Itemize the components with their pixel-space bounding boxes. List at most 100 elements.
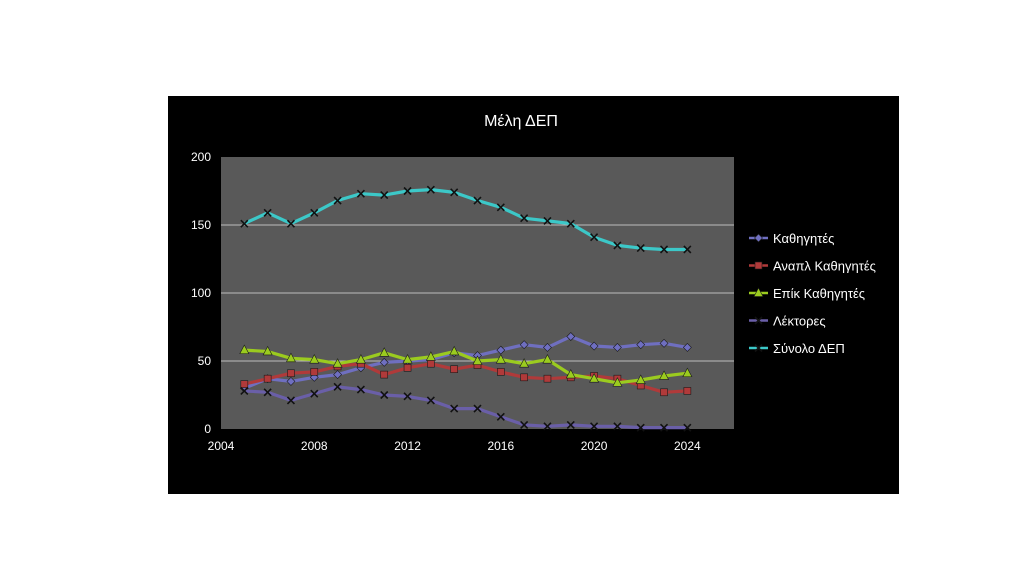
y-tick-label: 100 bbox=[191, 286, 211, 300]
data-point bbox=[333, 382, 342, 391]
data-point bbox=[403, 363, 412, 372]
data-point bbox=[286, 396, 296, 405]
data-point bbox=[519, 358, 530, 368]
data-point bbox=[380, 370, 389, 379]
data-point bbox=[754, 343, 763, 353]
data-point bbox=[379, 347, 390, 357]
data-point bbox=[612, 342, 622, 352]
y-tick-label: 150 bbox=[191, 218, 211, 232]
legend: Καθηγητές Αναπλ Καθηγητές Επίκ Καθηγητές Λέ… bbox=[749, 231, 876, 356]
series-5 bbox=[240, 185, 692, 254]
data-point bbox=[754, 233, 763, 243]
data-point bbox=[427, 359, 435, 368]
data-point bbox=[240, 380, 249, 388]
data-point bbox=[613, 241, 622, 250]
data-point bbox=[565, 368, 576, 379]
data-point bbox=[402, 353, 413, 364]
data-point bbox=[380, 390, 389, 400]
y-tick-label: 200 bbox=[191, 150, 211, 164]
data-point bbox=[636, 340, 646, 350]
data-point bbox=[590, 233, 599, 242]
x-tick-label: 2012 bbox=[394, 439, 421, 453]
data-point bbox=[403, 392, 412, 401]
data-point bbox=[356, 189, 365, 198]
data-point bbox=[240, 386, 249, 395]
legend-item: Σύνολο ΔΕΠ bbox=[749, 341, 845, 356]
series-line bbox=[244, 385, 688, 430]
data-point bbox=[660, 388, 668, 397]
data-point bbox=[753, 287, 764, 297]
data-point bbox=[473, 404, 482, 413]
data-point bbox=[659, 338, 669, 348]
data-point bbox=[263, 388, 272, 397]
legend-label: Καθηγητές bbox=[773, 231, 834, 246]
data-point bbox=[659, 245, 669, 254]
data-point bbox=[682, 367, 693, 378]
data-point bbox=[472, 355, 483, 365]
data-point bbox=[635, 374, 646, 384]
data-point bbox=[589, 341, 599, 351]
legend-label: Λέκτορες bbox=[773, 314, 826, 329]
data-point bbox=[450, 365, 458, 373]
data-point bbox=[356, 385, 365, 394]
data-point bbox=[379, 357, 389, 367]
data-point bbox=[286, 219, 296, 228]
data-point bbox=[683, 423, 692, 432]
chart-title: Μέλη ΔΕΠ bbox=[484, 113, 558, 130]
line-chart: Μέλη ΔΕΠ 0 50 100 150 200 2004 2008 2012 2016 202… bbox=[191, 113, 876, 453]
data-point bbox=[543, 216, 552, 225]
x-tick-label: 2024 bbox=[674, 439, 701, 453]
data-point bbox=[380, 191, 389, 200]
legend-item: Καθηγητές bbox=[749, 231, 834, 246]
data-point bbox=[473, 196, 482, 205]
data-point bbox=[682, 342, 692, 352]
data-point bbox=[495, 353, 506, 364]
data-point bbox=[683, 245, 692, 254]
data-point bbox=[612, 377, 623, 387]
legend-label: Αναπλ Καθηγητές bbox=[773, 259, 876, 274]
data-point bbox=[309, 353, 320, 364]
axes: 0 50 100 150 200 2004 2008 2012 2016 2020 2024 bbox=[191, 150, 701, 453]
data-point bbox=[240, 219, 249, 228]
data-point bbox=[566, 420, 575, 429]
data-point bbox=[310, 389, 319, 398]
data-point bbox=[355, 353, 366, 364]
x-tick-label: 2016 bbox=[487, 439, 514, 453]
x-tick-label: 2020 bbox=[581, 439, 608, 453]
data-point bbox=[449, 345, 460, 356]
data-point bbox=[425, 351, 436, 361]
data-point bbox=[310, 368, 319, 376]
legend-label: Σύνολο ΔΕΠ bbox=[773, 341, 845, 356]
data-point bbox=[263, 208, 272, 217]
chart-panel: Μέλη ΔΕΠ 0 50 100 150 200 2004 2008 2012 2016 202… bbox=[168, 96, 899, 494]
data-point bbox=[636, 244, 645, 253]
y-tick-label: 0 bbox=[204, 422, 211, 436]
data-point bbox=[450, 188, 459, 197]
series-line bbox=[243, 362, 688, 394]
data-point bbox=[566, 332, 576, 341]
data-point bbox=[450, 404, 459, 413]
series-3 bbox=[239, 344, 693, 387]
data-point bbox=[285, 352, 296, 363]
data-point bbox=[590, 422, 599, 431]
data-point bbox=[332, 358, 343, 368]
legend-item: Αναπλ Καθηγητές bbox=[749, 259, 876, 274]
data-point bbox=[333, 370, 343, 380]
series-line bbox=[243, 187, 688, 252]
series-4 bbox=[240, 382, 692, 432]
data-point bbox=[496, 203, 505, 212]
data-point bbox=[496, 412, 505, 421]
data-point bbox=[613, 422, 622, 431]
data-point bbox=[262, 345, 273, 356]
data-point bbox=[754, 261, 763, 270]
data-point bbox=[403, 186, 412, 196]
data-point bbox=[497, 368, 505, 376]
legend-label: Επίκ Καθηγητές bbox=[773, 286, 865, 301]
legend-item: Λέκτορες bbox=[749, 314, 826, 329]
data-point bbox=[520, 373, 528, 382]
data-point bbox=[333, 196, 342, 205]
data-point bbox=[520, 420, 529, 429]
data-point bbox=[566, 219, 575, 228]
x-tick-label: 2008 bbox=[301, 439, 328, 453]
data-point bbox=[543, 374, 552, 383]
